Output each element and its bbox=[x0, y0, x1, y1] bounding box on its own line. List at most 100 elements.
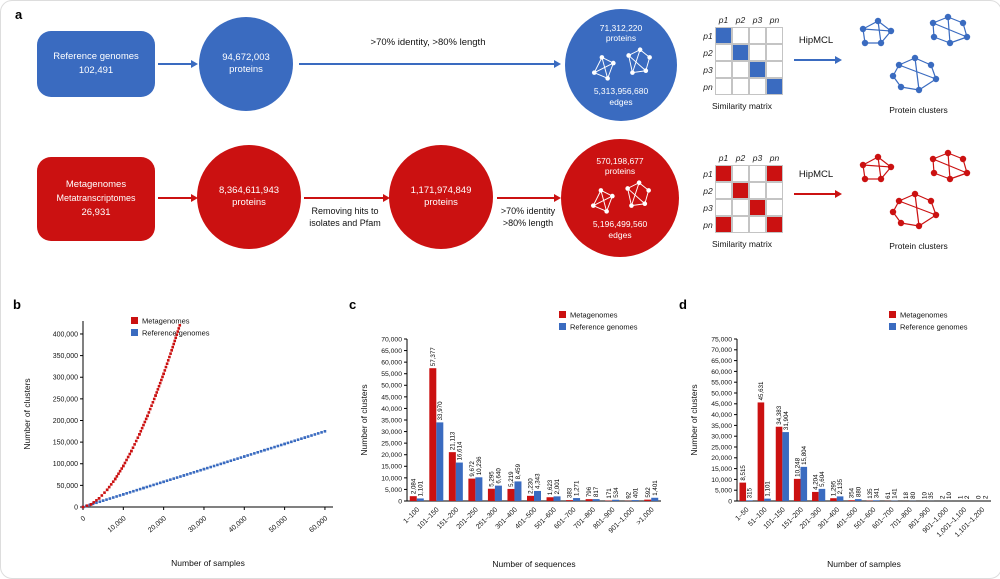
matrix-cell bbox=[749, 78, 766, 95]
svg-text:21,113: 21,113 bbox=[449, 431, 456, 450]
metatranscriptomes-title: Metatranscriptomes bbox=[56, 192, 135, 206]
matrix-cell bbox=[715, 216, 732, 233]
matrix-cell bbox=[766, 44, 783, 61]
arrow-icon bbox=[497, 197, 555, 199]
red-net-proteins-value: 570,198,677 bbox=[596, 156, 643, 167]
svg-text:341: 341 bbox=[873, 487, 880, 498]
matrix-cell bbox=[766, 27, 783, 44]
svg-text:592: 592 bbox=[645, 487, 652, 498]
svg-text:0: 0 bbox=[74, 504, 78, 511]
red-protein-count-1: 8,364,611,943 bbox=[219, 185, 279, 197]
svg-text:15,804: 15,804 bbox=[801, 445, 808, 464]
svg-text:2: 2 bbox=[964, 495, 971, 499]
matrix-cell bbox=[732, 78, 749, 95]
svg-text:45,000: 45,000 bbox=[711, 401, 732, 408]
svg-text:16,614: 16,614 bbox=[456, 441, 463, 460]
svg-text:534: 534 bbox=[613, 487, 620, 498]
svg-text:50,000: 50,000 bbox=[57, 483, 79, 490]
reference-genomes-title: Reference genomes bbox=[53, 50, 139, 64]
matrix-row-header: p3 bbox=[701, 61, 715, 78]
svg-text:817: 817 bbox=[593, 486, 600, 497]
svg-text:35,000: 35,000 bbox=[381, 417, 402, 424]
svg-text:10: 10 bbox=[946, 492, 953, 499]
matrix-col-header: p1 bbox=[715, 151, 732, 165]
matrix-cell bbox=[766, 216, 783, 233]
matrix-row-header: p1 bbox=[701, 27, 715, 44]
svg-text:150,000: 150,000 bbox=[53, 440, 78, 447]
svg-text:5,295: 5,295 bbox=[489, 471, 496, 487]
svg-text:0: 0 bbox=[728, 498, 732, 505]
svg-text:50,000: 50,000 bbox=[268, 515, 289, 534]
svg-text:Reference genomes: Reference genomes bbox=[900, 323, 968, 332]
matrix-cell bbox=[749, 182, 766, 199]
matrix-cell bbox=[732, 216, 749, 233]
svg-text:5,000: 5,000 bbox=[385, 487, 402, 494]
svg-text:57,377: 57,377 bbox=[430, 347, 437, 366]
matrix-cell bbox=[766, 78, 783, 95]
blue-net-edges-value: 5,313,956,680 bbox=[594, 86, 648, 97]
svg-text:60,000: 60,000 bbox=[308, 515, 329, 534]
svg-text:0: 0 bbox=[398, 498, 402, 505]
svg-text:796: 796 bbox=[586, 486, 593, 497]
svg-text:20,000: 20,000 bbox=[147, 515, 168, 534]
svg-text:Reference genomes: Reference genomes bbox=[570, 323, 638, 332]
blue-protein-count: 94,672,003 bbox=[222, 52, 270, 64]
panel-d-label: d bbox=[679, 297, 687, 312]
svg-text:Metagenomes: Metagenomes bbox=[900, 311, 948, 320]
svg-text:35: 35 bbox=[928, 491, 935, 498]
red-net-edges-unit: edges bbox=[608, 230, 631, 241]
svg-text:400,000: 400,000 bbox=[53, 331, 78, 338]
matrix-cell bbox=[749, 165, 766, 182]
svg-text:65,000: 65,000 bbox=[381, 348, 402, 355]
red-filter-label: >70% identity >80% length bbox=[486, 205, 570, 229]
matrix-cell bbox=[732, 199, 749, 216]
svg-text:10,236: 10,236 bbox=[476, 456, 483, 475]
svg-text:75,000: 75,000 bbox=[711, 336, 732, 343]
blue-filter-label: >70% identity, >80% length bbox=[308, 37, 548, 50]
svg-text:1,101: 1,101 bbox=[765, 481, 772, 497]
svg-text:5,604: 5,604 bbox=[819, 471, 826, 487]
svg-text:1,271: 1,271 bbox=[574, 480, 581, 496]
svg-text:4,343: 4,343 bbox=[535, 473, 542, 489]
matrix-corner bbox=[701, 13, 715, 27]
svg-text:Number of clusters: Number of clusters bbox=[22, 378, 32, 449]
svg-text:200,000: 200,000 bbox=[53, 418, 78, 425]
similarity-matrix-red-caption: Similarity matrix bbox=[692, 239, 792, 249]
svg-text:55,000: 55,000 bbox=[711, 380, 732, 387]
svg-text:92: 92 bbox=[625, 491, 632, 498]
svg-text:45,631: 45,631 bbox=[758, 381, 765, 400]
svg-text:15,000: 15,000 bbox=[711, 466, 732, 473]
matrix-row-header: pn bbox=[701, 78, 715, 95]
svg-text:9,672: 9,672 bbox=[469, 461, 476, 477]
arrow-icon bbox=[794, 193, 836, 195]
matrix-cell bbox=[749, 199, 766, 216]
blue-network-circle: 71,312,220 proteins 5,313,956,680 edges bbox=[565, 9, 677, 121]
arrow-icon bbox=[158, 197, 192, 199]
svg-text:100,000: 100,000 bbox=[53, 461, 78, 468]
matrix-cell bbox=[732, 61, 749, 78]
svg-text:31,904: 31,904 bbox=[783, 411, 790, 430]
matrix-cell bbox=[749, 27, 766, 44]
svg-text:30,000: 30,000 bbox=[381, 429, 402, 436]
red-protein-count-2: 1,171,974,849 bbox=[411, 185, 472, 197]
matrix-cell bbox=[715, 182, 732, 199]
svg-text:401: 401 bbox=[632, 487, 639, 498]
svg-text:Number of samples: Number of samples bbox=[827, 559, 901, 569]
svg-text:Number of clusters: Number of clusters bbox=[359, 384, 369, 455]
svg-text:Metagenomes: Metagenomes bbox=[570, 311, 618, 320]
matrix-cell bbox=[749, 216, 766, 233]
svg-text:2,001: 2,001 bbox=[554, 478, 561, 494]
svg-text:2: 2 bbox=[982, 495, 989, 499]
svg-text:250,000: 250,000 bbox=[53, 396, 78, 403]
svg-text:2,230: 2,230 bbox=[528, 478, 535, 494]
matrix-col-header: pn bbox=[766, 151, 783, 165]
blue-net-edges-unit: edges bbox=[609, 97, 632, 108]
svg-text:1,401: 1,401 bbox=[652, 480, 659, 496]
protein-clusters-graphic-red bbox=[851, 149, 986, 237]
svg-text:60,000: 60,000 bbox=[711, 369, 732, 376]
svg-text:1,101: 1,101 bbox=[417, 480, 424, 496]
svg-text:141: 141 bbox=[892, 488, 899, 499]
